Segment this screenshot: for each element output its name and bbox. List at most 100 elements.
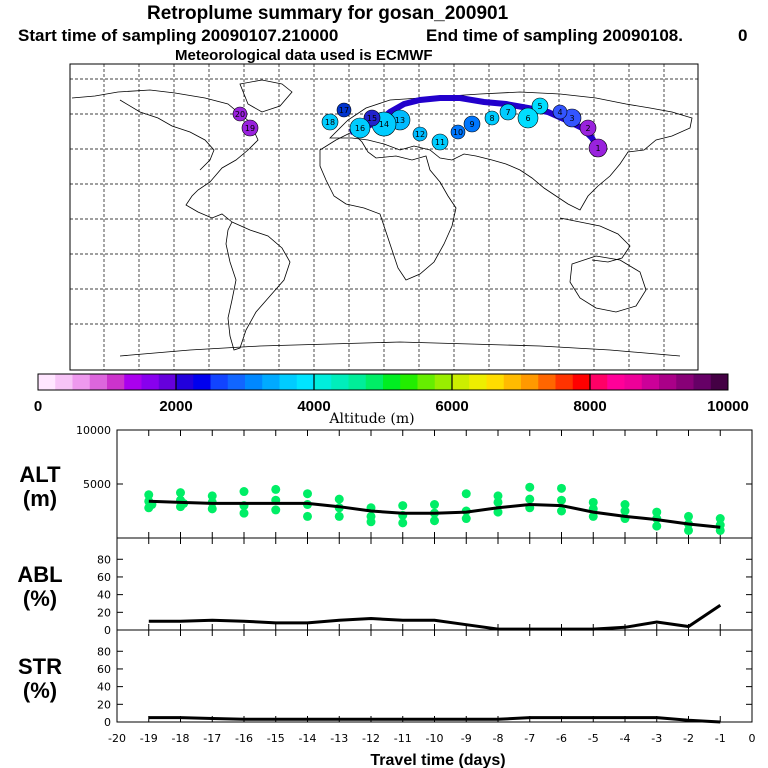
colorbar-cell (572, 374, 591, 390)
x-tick-label: -9 (461, 732, 472, 745)
colorbar-cell (590, 374, 608, 390)
altitude-point (303, 511, 312, 521)
colorbar-cell (279, 374, 298, 390)
altitude-point (684, 511, 693, 521)
colorbar-cell (141, 374, 160, 390)
colorbar-cell (210, 374, 229, 390)
plume-cluster-marker (450, 124, 466, 140)
plume-cluster-label: 9 (469, 120, 474, 129)
colorbar-cell (107, 374, 125, 390)
altitude-point (430, 500, 439, 510)
colorbar-cell (72, 374, 91, 390)
x-tick-label: -12 (362, 732, 380, 745)
colorbar-cell (348, 374, 367, 390)
plume-cluster-marker (232, 106, 248, 122)
plume-cluster-label: 15 (367, 114, 377, 123)
plume-cluster-marker (517, 107, 539, 129)
altitude-point (461, 514, 471, 524)
plume-cluster-marker (499, 103, 517, 121)
altitude-point (398, 501, 408, 511)
x-tick-label: -11 (394, 732, 412, 745)
x-tick-label: -8 (493, 732, 504, 745)
y-tick-label: 20 (97, 698, 111, 711)
altitude-point (557, 495, 566, 505)
colorbar-cell (89, 374, 108, 390)
colorbar-cell (624, 374, 643, 390)
altitude-point (684, 525, 693, 535)
x-tick-label: -5 (588, 732, 599, 745)
altitude-point (207, 504, 217, 514)
x-tick-label: -2 (683, 732, 694, 745)
greenland-coast (239, 79, 293, 113)
y-tick-label: 60 (97, 571, 111, 584)
plume-cluster-marker (484, 110, 500, 126)
north-america-coast (71, 89, 259, 223)
plume-cluster-label: 3 (569, 114, 574, 123)
altitude-point (493, 497, 503, 507)
colorbar-cell (176, 374, 194, 390)
plume-cluster-marker (241, 119, 259, 137)
colorbar-frame (37, 373, 729, 391)
colorbar-cell (469, 374, 487, 390)
altitude-point (525, 482, 535, 492)
y-tick-label: 40 (97, 589, 111, 602)
altitude-colorbar: 0 2000 4000 6000 8000 10000 Altitude (m) (34, 373, 749, 427)
colorbar-cell (659, 374, 677, 390)
altitude-point (207, 491, 217, 501)
altitude-point (557, 506, 566, 516)
colorbar-cell (452, 374, 470, 390)
colorbar-tick-label: 0 (34, 398, 42, 415)
altitude-point (493, 491, 503, 501)
plume-cluster-marker (579, 119, 597, 137)
plume-cluster-label: 18 (325, 118, 335, 127)
x-tick-label: -18 (172, 732, 190, 745)
panel-label: STR (18, 654, 62, 679)
plume-cluster-label: 10 (453, 128, 463, 137)
colorbar-cell (417, 374, 436, 390)
colorbar-cell (486, 374, 505, 390)
altitude-point (715, 514, 725, 524)
x-tick-label: -6 (556, 732, 567, 745)
panel-unit: (m) (23, 486, 57, 511)
x-tick-label: -19 (140, 732, 158, 745)
altitude-point (271, 505, 281, 515)
coastlines (71, 79, 693, 357)
colorbar-cell (227, 374, 246, 390)
plume-cluster-label: 5 (537, 102, 542, 111)
antarctica-coast (119, 341, 681, 357)
plume-cluster-marker (349, 117, 371, 139)
altitude-point (334, 511, 344, 521)
colorbar-cell (245, 374, 263, 390)
plume-cluster-label: 16 (355, 124, 365, 133)
altitude-point (430, 516, 439, 526)
x-tick-label: -14 (299, 732, 317, 745)
plume-cluster-label: 20 (235, 110, 245, 119)
plume-cluster-label: 1 (595, 144, 600, 153)
colorbar-cell (538, 374, 556, 390)
x-tick-label: -20 (108, 732, 126, 745)
plume-cluster-label: 14 (379, 120, 389, 129)
plume-cluster-marker (336, 102, 352, 118)
x-tick-label: -3 (651, 732, 662, 745)
y-tick-label: 20 (97, 606, 111, 619)
panel-frame (116, 537, 753, 631)
y-tick-label: 40 (97, 681, 111, 694)
series-line (148, 499, 721, 529)
plume-cluster-label: 4 (557, 108, 562, 117)
south-america-coast (225, 221, 291, 351)
plume-cluster-marker (588, 138, 608, 158)
y-tick-label: 80 (97, 645, 111, 658)
australia-coast (569, 255, 647, 313)
x-tick-label: -16 (235, 732, 253, 745)
colorbar-tick-label: 2000 (159, 398, 192, 415)
sampling-end-suffix: 0 (738, 26, 748, 45)
colorbar-cell (555, 374, 574, 390)
plume-cluster-label: 12 (415, 130, 425, 139)
colorbar-cell (124, 374, 142, 390)
north-america-interior-coast (119, 99, 215, 171)
colorbar-label: Altitude (m) (328, 411, 414, 427)
colorbar-cell (521, 374, 539, 390)
